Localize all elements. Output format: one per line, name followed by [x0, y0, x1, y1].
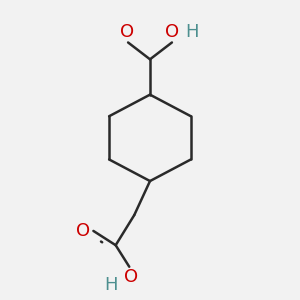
- Text: O: O: [76, 222, 91, 240]
- Text: O: O: [165, 23, 179, 41]
- Text: H: H: [104, 276, 118, 294]
- Text: H: H: [185, 23, 198, 41]
- Text: O: O: [120, 23, 134, 41]
- Text: O: O: [124, 268, 138, 286]
